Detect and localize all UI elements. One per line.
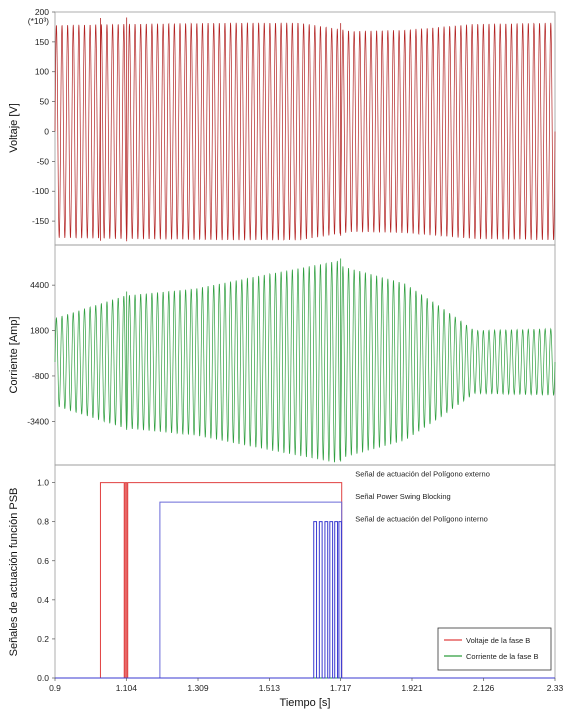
y-tick-label: 0.0 [37, 673, 49, 683]
annotation-inner-polygon: Señal de actuación del Polígono interno [355, 515, 488, 524]
y-tick-label: 0.6 [37, 556, 49, 566]
y-tick-label: 150 [35, 37, 49, 47]
x-tick-label: 1.104 [116, 683, 138, 693]
x-tick-label: 1.513 [259, 683, 281, 693]
x-axis-label: Tiempo [s] [280, 697, 331, 709]
legend-label-current: Corriente de la fase B [466, 652, 539, 661]
y-tick-label: -800 [32, 371, 49, 381]
annotation-outer-polygon: Señal de actuación del Polígono externo [355, 470, 490, 479]
series-line-0 [54, 22, 556, 241]
legend-box [437, 627, 552, 671]
x-tick-label: 2.33 [547, 683, 564, 693]
y-tick-label: -100 [32, 186, 49, 196]
x-tick-label: 1.309 [187, 683, 209, 693]
current-y-axis: 4400 1800 -800 -3400 [27, 280, 55, 426]
x-tick-label: 1.921 [401, 683, 423, 693]
x-tick-label: 0.9 [49, 683, 61, 693]
y-tick-label: 0.2 [37, 634, 49, 644]
current-panel: 4400 1800 -800 -3400 Corriente [Amp] [8, 244, 556, 466]
legend: Voltaje de la fase B Corriente de la fas… [437, 627, 552, 671]
psb-series [55, 482, 555, 679]
signal-line-0 [55, 482, 555, 679]
y-tick-label: 1800 [30, 326, 49, 336]
x-tick-label: 2.126 [473, 683, 495, 693]
y-tick-label: 0.8 [37, 517, 49, 527]
psb-annotations: Señal de actuación del Polígono externo … [355, 470, 490, 524]
legend-label-voltage: Voltaje de la fase B [466, 636, 530, 645]
y-tick-label: 50 [40, 97, 50, 107]
psb-y-axis-label: Señales de actuación función PSB [8, 488, 20, 657]
current-series [54, 258, 556, 463]
psb-panel: 1.0 0.8 0.6 0.4 0.2 0.0 0.9 1.104 1.309 1.513 1.7… [8, 464, 564, 709]
y-tick-label: 0.4 [37, 595, 49, 605]
voltage-y-axis-label: Voltaje [V] [8, 103, 20, 153]
y-tick-label: 100 [35, 67, 49, 77]
psb-x-axis: 0.9 1.104 1.309 1.513 1.717 1.921 2.126 2.33 [49, 678, 564, 693]
y-tick-label: -50 [37, 156, 50, 166]
y-tick-label: 0 [44, 126, 49, 136]
series-line-0 [54, 260, 556, 463]
y-tick-label: -3400 [27, 416, 49, 426]
current-y-axis-label: Corriente [Amp] [8, 316, 20, 393]
y-tick-label: 1.0 [37, 478, 49, 488]
voltage-y-axis: 200 150 100 50 0 -50 -100 -150 [32, 7, 55, 226]
y-tick-label: 200 [35, 7, 49, 17]
signal-line-3 [55, 521, 555, 679]
psb-y-axis: 1.0 0.8 0.6 0.4 0.2 0.0 [37, 478, 55, 683]
y-tick-label: -150 [32, 216, 49, 226]
y-tick-label: 4400 [30, 280, 49, 290]
voltage-y-scale-note: (*10³) [28, 16, 49, 26]
x-tick-label: 1.717 [330, 683, 352, 693]
voltage-series [54, 17, 556, 242]
annotation-power-swing-blocking: Señal Power Swing Blocking [355, 492, 450, 501]
voltage-panel: 200 150 100 50 0 -50 -100 -150 (*10³) Voltaje [… [8, 7, 556, 246]
